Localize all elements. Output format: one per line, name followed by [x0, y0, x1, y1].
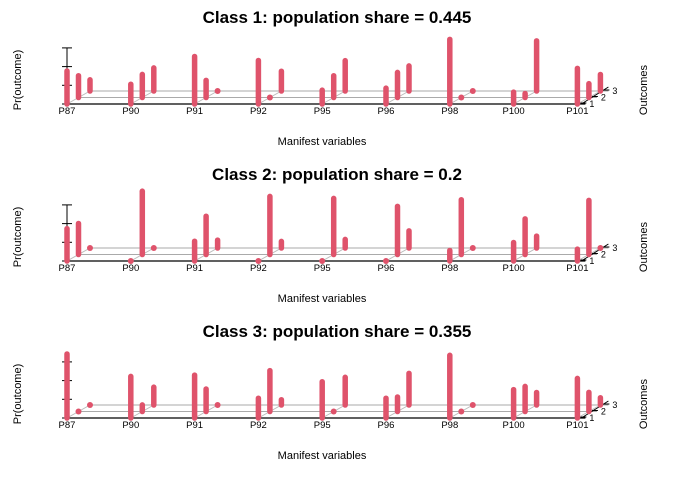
- chart-panel-2: Class 2: population share = 0.2 Pr(outcom…: [12, 165, 650, 305]
- bar-point: [87, 245, 93, 251]
- bar-point: [458, 408, 465, 415]
- x-tick-label: P87: [59, 420, 76, 431]
- bar-point: [87, 402, 93, 408]
- z-axis-label: Outcomes: [638, 221, 650, 272]
- x-tick-label: P101: [566, 263, 588, 274]
- bar-point: [255, 258, 262, 264]
- x-tick-label: P96: [378, 106, 395, 117]
- chart-panel-3: Class 3: population share = 0.355 Pr(outc…: [12, 322, 650, 462]
- x-tick-label: P91: [186, 106, 203, 117]
- x-tick-label: P100: [503, 106, 525, 117]
- x-tick-label: P101: [566, 106, 588, 117]
- x-tick-label: P87: [59, 263, 76, 274]
- x-axis-label: Manifest variables: [278, 293, 367, 305]
- x-tick-label: P87: [59, 106, 76, 117]
- chart-panel-1: Class 1: population share = 0.445 Pr(outc…: [12, 8, 650, 148]
- outcome-label: 2: [601, 93, 606, 103]
- x-tick-label: P90: [122, 420, 139, 431]
- x-tick-label: P100: [503, 420, 525, 431]
- x-tick-label: P96: [378, 263, 395, 274]
- bar-point: [597, 245, 604, 251]
- x-tick-label: P90: [122, 263, 139, 274]
- outcome-label: 3: [612, 86, 617, 96]
- x-tick-label: P92: [250, 420, 267, 431]
- bar-point: [127, 258, 134, 264]
- x-tick-label: P92: [250, 263, 267, 274]
- bar-point: [469, 402, 476, 408]
- bar-point: [458, 94, 465, 101]
- x-tick-label: P98: [441, 106, 458, 117]
- outcome-label: 1: [589, 99, 594, 109]
- bar-point: [214, 88, 221, 94]
- x-tick-label: P96: [378, 420, 395, 431]
- x-tick-label: P95: [314, 106, 331, 117]
- x-tick-label: P98: [441, 263, 458, 274]
- x-tick-label: P95: [314, 263, 331, 274]
- outcome-label: 2: [601, 407, 606, 417]
- y-axis-label: Pr(outcome): [12, 50, 24, 111]
- x-axis-label: Manifest variables: [278, 136, 367, 148]
- bar-point: [469, 245, 476, 251]
- z-axis-label: Outcomes: [638, 64, 650, 115]
- outcome-label: 2: [601, 250, 606, 260]
- y-axis-label: Pr(outcome): [12, 207, 24, 268]
- bar-point: [319, 258, 326, 264]
- bar-point: [469, 88, 476, 94]
- x-tick-label: P92: [250, 106, 267, 117]
- bar-point: [150, 245, 157, 251]
- y-axis-label: Pr(outcome): [12, 364, 24, 425]
- x-axis-label: Manifest variables: [278, 450, 367, 462]
- outcome-label: 3: [612, 400, 617, 410]
- x-tick-label: P90: [122, 106, 139, 117]
- chart-title: Class 2: population share = 0.2: [212, 165, 462, 184]
- x-tick-label: P91: [186, 420, 203, 431]
- x-tick-label: P100: [503, 263, 525, 274]
- outcome-label: 1: [589, 256, 594, 266]
- x-tick-label: P101: [566, 420, 588, 431]
- bar-point: [214, 402, 221, 408]
- bar-point: [383, 258, 389, 264]
- bar-point: [75, 408, 82, 415]
- chart-title: Class 3: population share = 0.355: [203, 322, 472, 341]
- chart-title: Class 1: population share = 0.445: [203, 8, 472, 27]
- x-tick-label: P98: [441, 420, 458, 431]
- outcome-label: 3: [612, 243, 617, 253]
- z-axis-label: Outcomes: [638, 378, 650, 429]
- x-tick-label: P91: [186, 263, 203, 274]
- x-tick-label: P95: [314, 420, 331, 431]
- bar-point: [330, 408, 337, 415]
- outcome-label: 1: [589, 413, 594, 423]
- bar-point: [266, 94, 273, 101]
